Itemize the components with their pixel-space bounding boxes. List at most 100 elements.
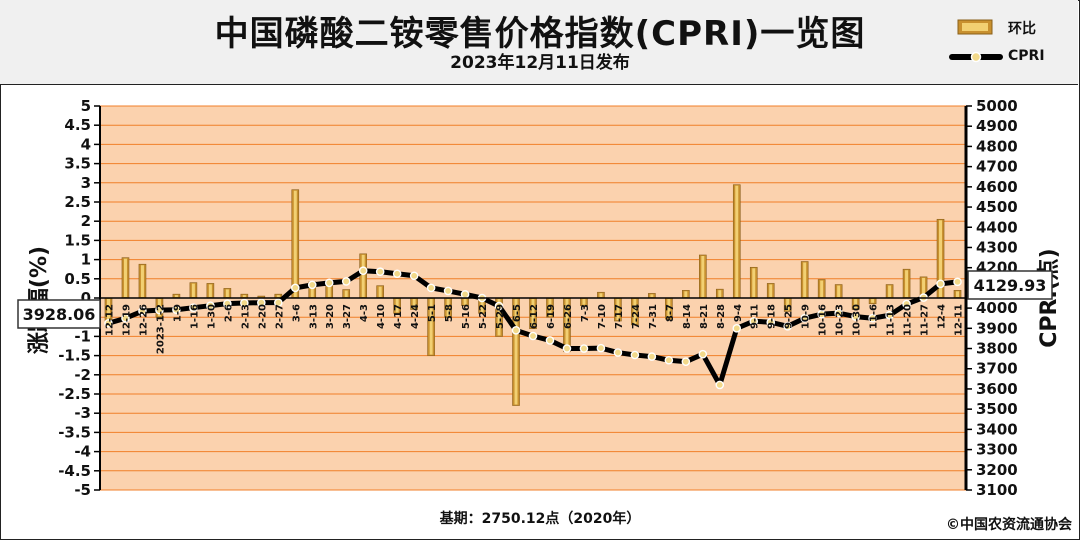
bar-11-6: [868, 297, 877, 305]
x-tick-label: 5-16: [461, 304, 472, 329]
x-tick-label: 1-30: [206, 304, 217, 329]
x-tick-label: 9-4: [733, 304, 744, 322]
cpri-point-4-17: [392, 269, 402, 279]
left-tick-label: -5: [74, 481, 91, 499]
cpri-point-11-6: [868, 313, 877, 323]
x-tick-label: 11-6: [869, 304, 880, 329]
cpri-point-6-19: [545, 336, 555, 345]
bar-10-16: [817, 279, 826, 299]
x-tick-label: 12-26: [138, 304, 149, 336]
x-tick-label: 4-24: [410, 304, 421, 329]
legend-bar-label: 环比: [1008, 21, 1036, 37]
x-tick-label: 12-4: [937, 304, 948, 329]
bar-8-28: [715, 288, 724, 299]
right-tick-label: 4900: [976, 117, 1018, 135]
right-tick-label: 4700: [976, 158, 1018, 176]
bar-10-23: [834, 284, 843, 299]
x-tick-label: 6-19: [546, 304, 557, 329]
cpri-line-series: [104, 266, 962, 390]
cpri-point-7-10: [596, 343, 606, 353]
left-tick-label: -1.5: [58, 347, 91, 365]
x-tick-label: 10-9: [801, 304, 812, 329]
cpri-point-8-14: [681, 357, 691, 366]
cpri-point-6-12: [528, 331, 538, 341]
cpri-point-11-20: [902, 299, 911, 309]
right-tick-label: 3500: [976, 400, 1018, 418]
x-tick-label: 11-27: [920, 304, 931, 336]
cpri-point-3-6: [290, 283, 300, 293]
cpri-point-5-29: [494, 301, 504, 311]
cpri-point-1-30: [206, 301, 215, 310]
x-tick-label: 10-16: [818, 304, 829, 336]
cpri-point-2-13: [240, 298, 249, 308]
left-tick-label: -2: [74, 366, 91, 384]
left-tick-label: -4: [74, 443, 91, 461]
cpri-point-9-4: [732, 324, 742, 333]
cpri-point-10-30: [851, 312, 860, 321]
cpri-point-12-19: [121, 313, 130, 323]
cpri-point-10-9: [800, 313, 809, 323]
left-tick-label: 2.5: [64, 193, 91, 211]
cpri-point-2-27: [273, 298, 283, 307]
right-tick-label: 4500: [976, 198, 1018, 216]
bar-11-13: [885, 284, 894, 299]
cpri-point-7-3: [579, 344, 589, 353]
start-value-callout: 3928.06: [17, 299, 101, 329]
x-tick-label: 9-11: [750, 304, 761, 329]
bar-2-6: [223, 288, 232, 299]
cpri-point-7-17: [613, 348, 623, 357]
x-tick-label: 6-5: [512, 304, 523, 322]
bar-3-6: [291, 189, 300, 299]
legend-bar-swatch: [957, 19, 993, 35]
cpri-point-12-12: [104, 318, 113, 328]
footer-copyright: ©中国农资流通协会: [946, 517, 1072, 533]
end-value-label: 4129.93: [974, 276, 1047, 295]
chart-title: 中国磷酸二铵零售价格指数(CPRI)一览图: [214, 14, 866, 54]
x-tick-label: 2-27: [274, 304, 285, 329]
right-tick-label: 3900: [976, 319, 1018, 337]
x-tick-label: 9-18: [767, 304, 778, 329]
left-tick-label: 1.5: [64, 231, 91, 249]
x-tick-label: 5-22: [478, 304, 489, 329]
cpri-point-6-26: [562, 344, 572, 353]
cpri-point-1-16: [189, 303, 198, 313]
x-tick-label: 3-6: [291, 304, 302, 322]
x-tick-label: 11-20: [903, 304, 914, 336]
left-tick-label: 4.5: [64, 116, 91, 134]
bar-9-11: [749, 266, 758, 299]
left-axis-ticks: 54.543.532.521.510.50-0.5-1-1.5-2-2.5-3-…: [58, 97, 100, 499]
x-tick-label: 8-21: [699, 304, 710, 329]
left-tick-label: 5: [81, 97, 91, 115]
x-tick-label: 7-10: [597, 304, 608, 329]
cpri-point-5-1: [426, 283, 436, 293]
right-tick-label: 3700: [976, 360, 1018, 378]
cpri-point-10-23: [834, 308, 843, 318]
bar-10-9: [800, 261, 809, 299]
bar-3-27: [342, 289, 351, 299]
right-tick-label: 3600: [976, 380, 1018, 398]
end-value-callout: 4129.93: [967, 270, 1053, 300]
start-value-box: [17, 299, 101, 329]
x-tick-label: 2023-1-2: [155, 304, 166, 354]
left-tick-label: 0.5: [64, 270, 91, 288]
x-tick-label: 1-16: [189, 304, 200, 329]
bar-4-10: [376, 285, 384, 299]
x-tick-label: 11-13: [886, 304, 897, 336]
left-tick-label: -4.5: [58, 462, 91, 480]
right-tick-label: 4300: [976, 238, 1018, 256]
x-tick-label: 8-28: [716, 304, 727, 329]
cpri-point-9-11: [749, 316, 759, 326]
right-tick-label: 4000: [976, 299, 1018, 317]
right-tick-label: 5000: [976, 97, 1018, 115]
bar-8-21: [699, 254, 707, 299]
cpri-point-8-21: [698, 349, 708, 359]
cpri-point-4-10: [375, 267, 385, 277]
left-tick-label: -1: [74, 327, 91, 345]
x-tick-label: 8-14: [682, 304, 693, 329]
bar-11-20: [902, 268, 911, 299]
right-tick-label: 3800: [976, 340, 1018, 358]
cpri-point-2-6: [223, 299, 232, 308]
cpri-point-7-31: [647, 352, 657, 361]
x-tick-label: 2-13: [240, 304, 251, 329]
